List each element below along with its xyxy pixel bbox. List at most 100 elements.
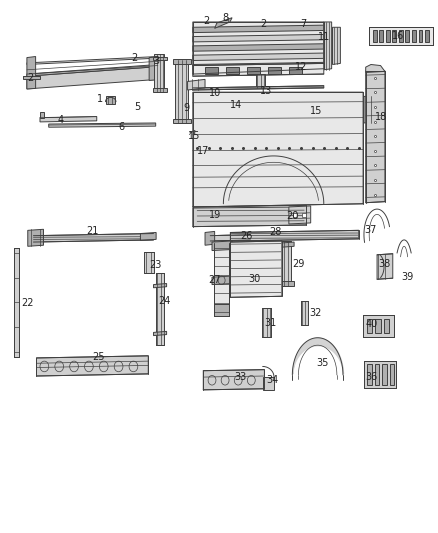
Polygon shape: [279, 242, 294, 247]
Polygon shape: [193, 92, 363, 207]
Polygon shape: [141, 232, 156, 240]
Polygon shape: [27, 64, 158, 76]
Polygon shape: [27, 56, 158, 64]
Polygon shape: [212, 241, 232, 251]
Polygon shape: [193, 62, 324, 70]
Polygon shape: [412, 30, 416, 42]
Polygon shape: [40, 112, 44, 118]
Text: 28: 28: [270, 227, 282, 237]
Polygon shape: [173, 59, 191, 64]
Polygon shape: [154, 54, 164, 92]
Text: 29: 29: [292, 260, 305, 269]
Polygon shape: [205, 67, 218, 74]
Polygon shape: [392, 30, 396, 42]
Polygon shape: [406, 30, 410, 42]
Polygon shape: [256, 74, 265, 88]
Text: 2: 2: [132, 53, 138, 63]
Polygon shape: [379, 30, 383, 42]
Polygon shape: [144, 252, 154, 273]
Polygon shape: [210, 235, 251, 241]
Polygon shape: [153, 284, 166, 288]
Text: 26: 26: [240, 231, 252, 241]
Polygon shape: [215, 18, 232, 28]
Polygon shape: [205, 231, 215, 245]
Polygon shape: [289, 67, 302, 74]
Text: 22: 22: [21, 297, 33, 308]
Text: 9: 9: [183, 103, 189, 113]
Polygon shape: [369, 27, 433, 45]
Polygon shape: [33, 233, 153, 242]
Polygon shape: [49, 123, 155, 127]
Text: 40: 40: [366, 319, 378, 329]
Polygon shape: [203, 369, 265, 390]
Polygon shape: [14, 248, 19, 357]
Text: 39: 39: [401, 272, 413, 282]
Polygon shape: [22, 76, 40, 79]
Polygon shape: [27, 56, 35, 89]
Polygon shape: [268, 67, 281, 74]
Polygon shape: [364, 96, 374, 123]
Polygon shape: [193, 22, 324, 74]
Text: 17: 17: [197, 146, 209, 156]
Text: 24: 24: [159, 296, 171, 306]
Text: 16: 16: [392, 31, 404, 41]
Polygon shape: [301, 301, 308, 325]
Polygon shape: [366, 71, 385, 203]
Text: 36: 36: [366, 372, 378, 382]
Text: 37: 37: [364, 225, 376, 236]
Text: 14: 14: [230, 100, 242, 110]
Polygon shape: [230, 241, 282, 297]
Polygon shape: [367, 319, 372, 334]
Polygon shape: [399, 30, 403, 42]
Polygon shape: [149, 56, 162, 80]
Polygon shape: [28, 229, 43, 246]
Polygon shape: [152, 88, 166, 92]
Text: 21: 21: [87, 227, 99, 237]
Polygon shape: [152, 56, 166, 60]
Polygon shape: [262, 308, 271, 337]
Polygon shape: [332, 27, 340, 64]
Polygon shape: [155, 273, 164, 345]
Polygon shape: [419, 30, 423, 42]
Polygon shape: [363, 316, 394, 337]
Polygon shape: [187, 79, 205, 90]
Polygon shape: [230, 230, 359, 241]
Polygon shape: [373, 30, 377, 42]
Text: 18: 18: [375, 111, 388, 122]
Polygon shape: [375, 319, 381, 334]
Text: 30: 30: [248, 274, 260, 284]
Text: 2: 2: [261, 19, 267, 29]
Text: 11: 11: [318, 32, 330, 42]
Text: 38: 38: [379, 259, 391, 269]
Polygon shape: [367, 365, 372, 384]
Polygon shape: [214, 243, 230, 317]
Text: 32: 32: [309, 308, 321, 318]
Polygon shape: [193, 63, 324, 76]
Text: 23: 23: [149, 260, 162, 270]
Polygon shape: [382, 365, 387, 384]
Text: 27: 27: [208, 276, 221, 285]
Polygon shape: [193, 86, 324, 90]
Polygon shape: [375, 365, 379, 384]
Polygon shape: [279, 281, 294, 286]
Text: 15: 15: [310, 106, 322, 116]
Polygon shape: [226, 67, 239, 74]
Text: 2: 2: [27, 73, 33, 83]
Text: 25: 25: [92, 352, 105, 362]
Polygon shape: [425, 30, 429, 42]
Text: 3: 3: [153, 56, 159, 66]
Polygon shape: [193, 53, 324, 61]
Polygon shape: [193, 44, 324, 51]
Text: 7: 7: [300, 19, 306, 29]
Polygon shape: [366, 64, 385, 72]
Polygon shape: [40, 117, 97, 122]
Polygon shape: [153, 332, 166, 336]
Text: 10: 10: [208, 87, 221, 98]
Polygon shape: [173, 119, 191, 123]
Polygon shape: [324, 22, 332, 70]
Polygon shape: [106, 96, 115, 104]
Text: 4: 4: [57, 115, 64, 125]
Polygon shape: [27, 67, 158, 89]
Text: 20: 20: [286, 211, 299, 221]
Polygon shape: [193, 25, 324, 33]
